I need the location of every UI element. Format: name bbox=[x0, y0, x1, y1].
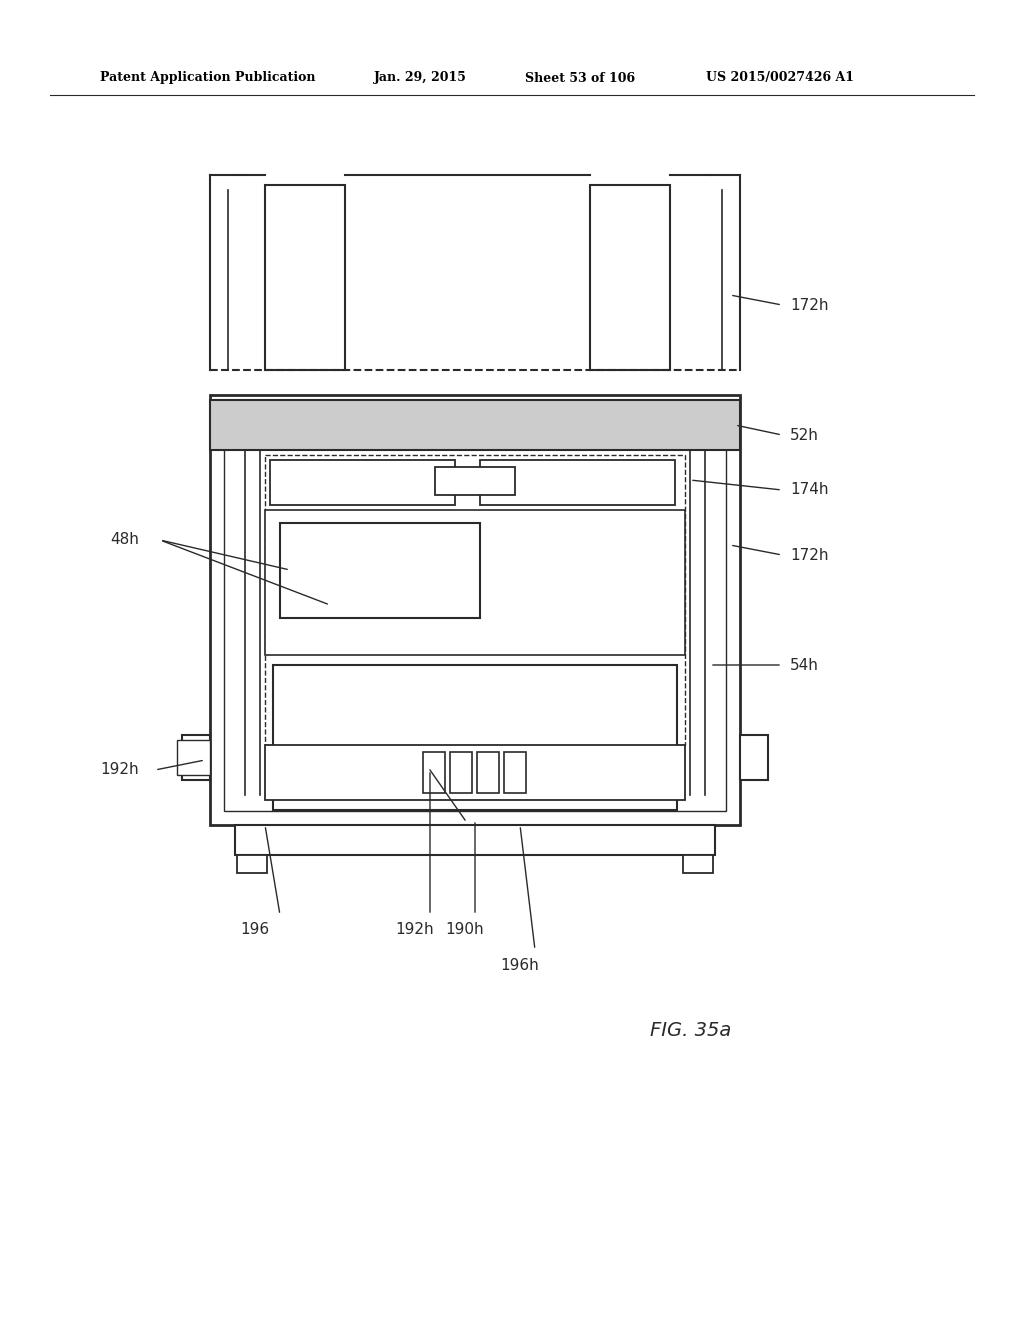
Text: 192h: 192h bbox=[395, 923, 434, 937]
Bar bbox=[477, 752, 499, 793]
Text: 196h: 196h bbox=[501, 957, 540, 973]
Bar bbox=[210, 400, 740, 450]
Bar bbox=[265, 744, 685, 800]
Bar bbox=[273, 665, 677, 810]
Bar bbox=[270, 459, 455, 506]
Bar bbox=[177, 741, 210, 775]
Bar bbox=[280, 523, 480, 618]
Text: 172h: 172h bbox=[790, 548, 828, 562]
Bar bbox=[435, 467, 515, 495]
Bar bbox=[210, 395, 740, 825]
Bar bbox=[504, 752, 526, 793]
Bar bbox=[182, 735, 210, 780]
Bar bbox=[480, 459, 675, 506]
Text: Sheet 53 of 106: Sheet 53 of 106 bbox=[525, 71, 635, 84]
Text: US 2015/0027426 A1: US 2015/0027426 A1 bbox=[706, 71, 854, 84]
Bar bbox=[423, 752, 445, 793]
Text: Patent Application Publication: Patent Application Publication bbox=[100, 71, 315, 84]
Bar bbox=[740, 735, 768, 780]
Text: 190h: 190h bbox=[445, 923, 484, 937]
Text: FIG. 35a: FIG. 35a bbox=[650, 1020, 731, 1040]
Bar bbox=[450, 752, 472, 793]
Text: 48h: 48h bbox=[110, 532, 139, 548]
Bar bbox=[234, 825, 715, 855]
Bar bbox=[224, 409, 726, 810]
Text: 174h: 174h bbox=[790, 483, 828, 498]
Bar bbox=[265, 185, 345, 370]
Text: 196: 196 bbox=[241, 923, 269, 937]
Bar bbox=[590, 185, 670, 370]
Bar bbox=[265, 455, 685, 744]
Bar bbox=[683, 855, 713, 873]
Text: 52h: 52h bbox=[790, 428, 819, 442]
Text: 54h: 54h bbox=[790, 657, 819, 672]
Text: Jan. 29, 2015: Jan. 29, 2015 bbox=[374, 71, 467, 84]
Bar bbox=[237, 855, 267, 873]
Text: 192h: 192h bbox=[100, 763, 138, 777]
Text: 172h: 172h bbox=[790, 297, 828, 313]
Bar bbox=[265, 510, 685, 655]
